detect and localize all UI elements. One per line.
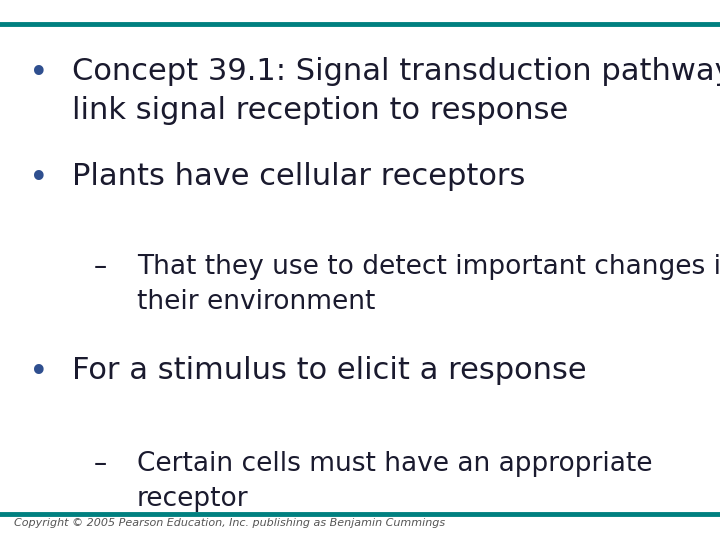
Text: –: –: [94, 254, 107, 280]
Text: •: •: [29, 356, 48, 389]
Text: Plants have cellular receptors: Plants have cellular receptors: [72, 162, 526, 191]
Text: •: •: [29, 162, 48, 195]
Text: receptor: receptor: [137, 486, 248, 512]
Text: •: •: [29, 57, 48, 90]
Text: Concept 39.1: Signal transduction pathways: Concept 39.1: Signal transduction pathwa…: [72, 57, 720, 86]
Text: link signal reception to response: link signal reception to response: [72, 96, 568, 125]
Text: –: –: [94, 451, 107, 477]
Text: their environment: their environment: [137, 289, 375, 315]
Text: That they use to detect important changes in: That they use to detect important change…: [137, 254, 720, 280]
Text: Certain cells must have an appropriate: Certain cells must have an appropriate: [137, 451, 652, 477]
Text: Copyright © 2005 Pearson Education, Inc. publishing as Benjamin Cummings: Copyright © 2005 Pearson Education, Inc.…: [14, 518, 446, 528]
Text: For a stimulus to elicit a response: For a stimulus to elicit a response: [72, 356, 587, 386]
